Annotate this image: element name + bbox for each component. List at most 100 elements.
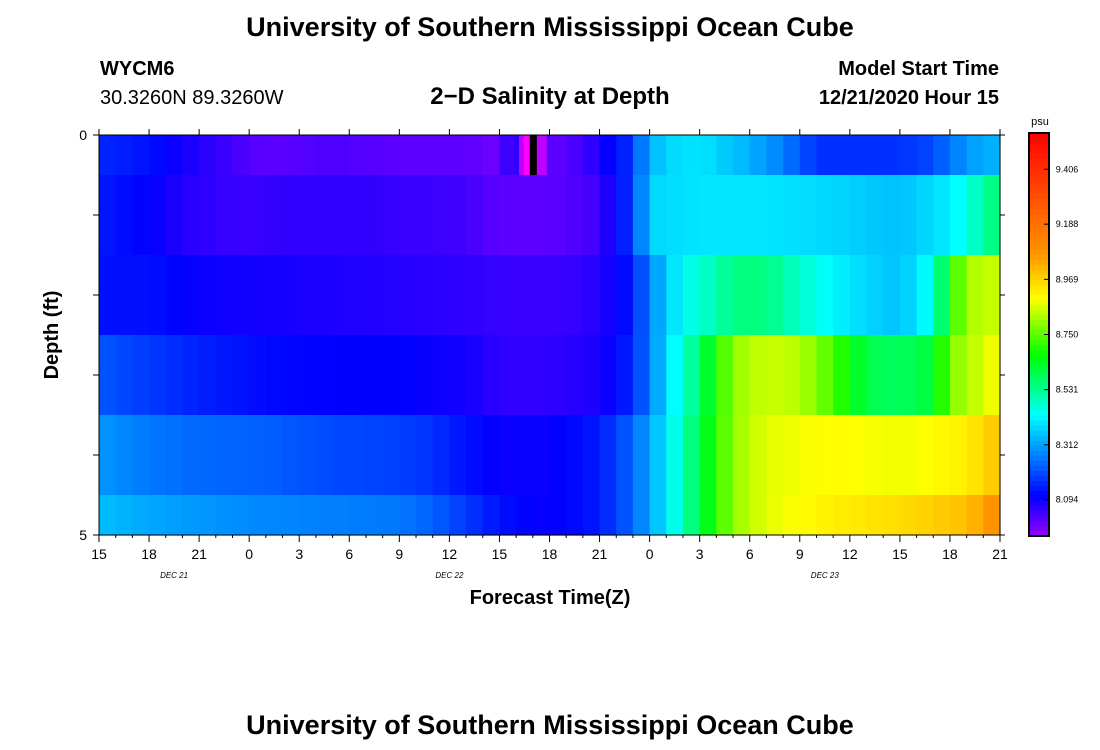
heatmap-cell: [265, 175, 284, 256]
heatmap-cell: [766, 175, 784, 256]
heatmap-cell: [282, 135, 300, 176]
heatmap-cell: [249, 175, 267, 256]
heatmap-cell: [649, 255, 667, 336]
heatmap-cell: [549, 135, 567, 176]
heatmap-cell: [799, 495, 818, 536]
heatmap-cell: [149, 415, 167, 496]
colorbar-swatch: [1029, 344, 1049, 351]
heatmap-cell: [816, 255, 834, 336]
heatmap-cell: [365, 255, 384, 336]
heatmap-cell: [149, 495, 167, 536]
x-tick-label: 3: [696, 546, 704, 562]
heatmap-cell: [916, 135, 934, 176]
heatmap-cell: [549, 415, 567, 496]
colorbar-swatch: [1029, 168, 1049, 174]
heatmap-cell: [99, 495, 117, 536]
heatmap-cell: [866, 255, 884, 336]
heatmap-cell: [332, 415, 350, 496]
model-start-value: 12/21/2020 Hour 15: [819, 87, 999, 109]
x-tick-label: 3: [295, 546, 303, 562]
heatmap-cell: [282, 495, 300, 536]
heatmap-cell: [682, 255, 701, 336]
heatmap-cell: [733, 135, 751, 176]
heatmap-cell: [849, 335, 868, 416]
colorbar-swatch: [1029, 213, 1049, 220]
heatmap-cell: [949, 495, 968, 536]
heatmap-cell: [566, 135, 584, 176]
colorbar-swatch: [1029, 243, 1049, 250]
heatmap-cell: [249, 255, 267, 336]
heatmap-cell: [516, 415, 534, 496]
heatmap-cell: [682, 415, 701, 496]
x-axis-label: Forecast Time(Z): [470, 587, 631, 609]
y-axis: 05: [79, 127, 1005, 543]
station-location: 30.3260N 89.3260W: [100, 87, 284, 109]
heatmap-cell: [949, 135, 968, 176]
heatmap-row: [99, 415, 1001, 496]
x-tick-label: 0: [245, 546, 253, 562]
heatmap-cell: [933, 335, 951, 416]
colorbar-swatch: [1029, 304, 1049, 310]
heatmap-cell: [632, 495, 651, 536]
colorbar-swatch: [1029, 193, 1049, 199]
heatmap-cell: [883, 495, 901, 536]
heatmap-cell: [649, 335, 667, 416]
heatmap-cell: [883, 175, 901, 256]
heatmap-cell: [315, 135, 334, 176]
colorbar-swatch: [1029, 269, 1049, 275]
colorbar-swatch: [1029, 238, 1049, 245]
colorbar-swatch: [1029, 525, 1049, 532]
heatmap-cell: [199, 415, 217, 496]
heatmap-cell: [282, 335, 300, 416]
colorbar-swatch: [1029, 248, 1049, 255]
colorbar-swatch: [1029, 153, 1049, 159]
heatmap-cell: [232, 135, 250, 176]
now-marker-core: [523, 135, 530, 175]
heatmap-cell: [866, 175, 884, 256]
heatmap-cell: [616, 255, 634, 336]
heatmap-cell: [449, 255, 467, 336]
heatmap-cell: [99, 175, 117, 256]
heatmap-cell: [766, 335, 784, 416]
heatmap-cell: [532, 415, 551, 496]
heatmap-cell: [616, 135, 634, 176]
station-id: WYCM6: [100, 58, 174, 80]
colorbar-swatch: [1029, 289, 1049, 295]
heatmap-cell: [949, 335, 968, 416]
heatmap-cell: [933, 135, 951, 176]
heatmap-cell: [349, 415, 367, 496]
heatmap-cell: [265, 255, 284, 336]
heatmap-cell: [733, 255, 751, 336]
heatmap-cell: [699, 255, 717, 336]
heatmap-cell: [349, 175, 367, 256]
heatmap-cell: [966, 335, 984, 416]
colorbar-swatch: [1029, 389, 1049, 396]
heatmap-cell: [599, 335, 617, 416]
colorbar-swatch: [1029, 324, 1049, 330]
heatmap-cell: [215, 135, 234, 176]
heatmap-cell: [983, 255, 1001, 336]
heatmap-cell: [599, 255, 617, 336]
x-tick-label: 21: [992, 546, 1008, 562]
heatmap-cell: [165, 495, 184, 536]
heatmap-cell: [682, 495, 701, 536]
heatmap-cell: [816, 415, 834, 496]
heatmap-cell: [716, 135, 734, 176]
heatmap-cell: [165, 135, 184, 176]
heatmap-cell: [766, 495, 784, 536]
heatmap-cell: [332, 495, 350, 536]
heatmap-cell: [599, 135, 617, 176]
heatmap-cell: [833, 335, 851, 416]
heatmap-cell: [582, 255, 601, 336]
footer-title: University of Southern Mississippi Ocean…: [246, 710, 854, 740]
x-tick-label: 15: [892, 546, 908, 562]
heatmap-cell: [632, 335, 651, 416]
colorbar-swatch: [1029, 455, 1049, 461]
colorbar-swatch: [1029, 470, 1049, 477]
x-tick-label: 9: [395, 546, 403, 562]
heatmap-cell: [482, 175, 501, 256]
heatmap-cell: [432, 135, 450, 176]
heatmap-cell: [466, 175, 484, 256]
heatmap-cell: [949, 175, 968, 256]
heatmap-cell: [766, 135, 784, 176]
